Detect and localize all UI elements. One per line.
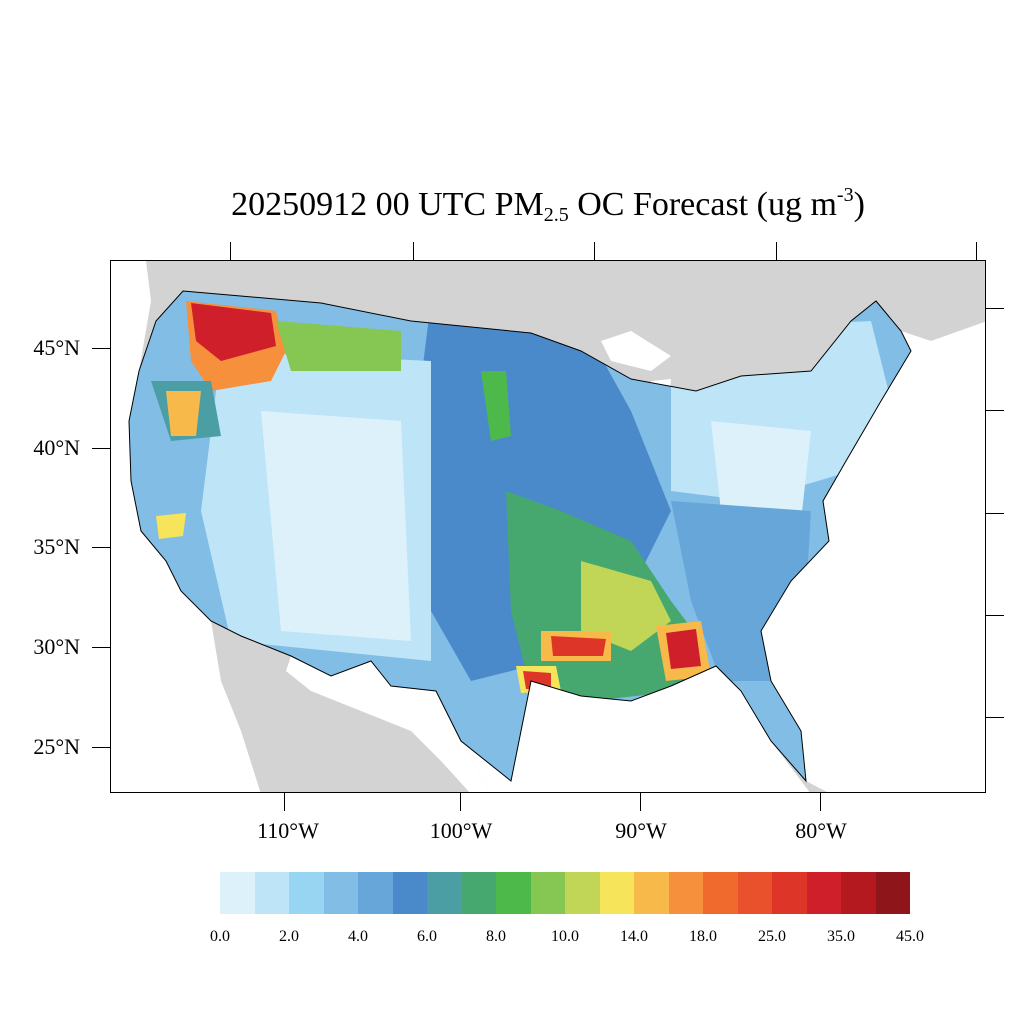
colorbar-swatch [668,872,703,914]
colorbar-label: 18.0 [689,928,717,945]
right-tick [986,410,1004,411]
top-tick [413,242,414,260]
colorbar-swatch [841,872,876,914]
lon-label: 90°W [615,818,667,843]
colorbar-label: 2.0 [279,928,299,945]
field-very-low [261,411,411,641]
top-tick [776,242,777,260]
bottom-tick [460,793,461,811]
title-text-middle: OC Forecast (ug m [568,186,837,223]
colorbar-label: 25.0 [758,928,786,945]
colorbar-swatch [565,872,600,914]
field-nw-red [191,303,276,361]
gulf-of-california [286,656,490,792]
lat-label: 45°N [33,335,80,360]
colorbar-label: 4.0 [348,928,368,945]
colorbar-swatch [220,872,255,914]
left-tick [92,647,110,648]
top-tick [976,242,977,260]
colorbar-swatch [496,872,531,914]
right-tick [986,513,1004,514]
map-title: 20250912 00 UTC PM2.5 OC Forecast (ug m-… [0,184,1024,227]
colorbar-swatch [806,872,841,914]
colorbar-swatch [772,872,807,914]
colorbar-swatch [427,872,462,914]
top-tick [230,242,231,260]
colorbar-label: 6.0 [417,928,437,945]
colorbar-swatch [323,872,358,914]
colorbar-swatch [634,872,669,914]
bottom-tick [640,793,641,811]
colorbar-label: 8.0 [486,928,506,945]
lat-label: 25°N [33,734,80,759]
map-canvas [111,261,985,792]
title-subscript: 2.5 [543,204,569,226]
field-california-yellow [156,513,186,539]
colorbar-swatch [392,872,427,914]
colorbar-swatch [254,872,289,914]
colorbar-label: 35.0 [827,928,855,945]
colorbar-swatch [289,872,324,914]
colorbar [220,872,910,914]
colorbar-swatch [358,872,393,914]
title-text-suffix: ) [853,186,865,223]
lat-label: 30°N [33,634,80,659]
colorbar-swatch [875,872,910,914]
lake-superior [601,331,671,371]
colorbar-label: 0.0 [210,928,230,945]
right-tick [986,717,1004,718]
map-frame [110,260,986,793]
left-tick [92,448,110,449]
us-outline [128,290,912,783]
lon-label: 100°W [429,818,493,843]
lat-label: 35°N [33,534,80,559]
bottom-tick [820,793,821,811]
field-oregon-orange [166,391,201,436]
bottom-tick [284,793,285,811]
field-ohio-valley [711,421,811,521]
title-text: 20250912 00 UTC PM [231,186,544,223]
field-plume-yellow-green [581,561,671,651]
lon-label: 80°W [795,818,847,843]
colorbar-swatch [737,872,772,914]
lon-label: 110°W [257,818,319,843]
field-plains-green [481,371,511,441]
colorbar-swatch [703,872,738,914]
colorbar-swatch [461,872,496,914]
left-tick [92,348,110,349]
lat-label: 40°N [33,435,80,460]
colorbar-swatch [530,872,565,914]
field-montana-green [276,321,401,371]
colorbar-label: 45.0 [896,928,924,945]
field-hotspot-alabama [666,629,701,669]
colorbar-label: 10.0 [551,928,579,945]
right-tick [986,308,1004,309]
pacific-ocean [111,261,261,792]
gulf-of-mexico [436,666,810,792]
field-hotspot-louisiana [551,636,606,656]
atlantic-ocean [761,321,985,792]
right-tick [986,615,1004,616]
colorbar-label: 14.0 [620,928,648,945]
left-tick [92,547,110,548]
left-tick [92,747,110,748]
title-superscript: -3 [836,184,854,206]
colorbar-swatch [599,872,634,914]
top-tick [594,242,595,260]
